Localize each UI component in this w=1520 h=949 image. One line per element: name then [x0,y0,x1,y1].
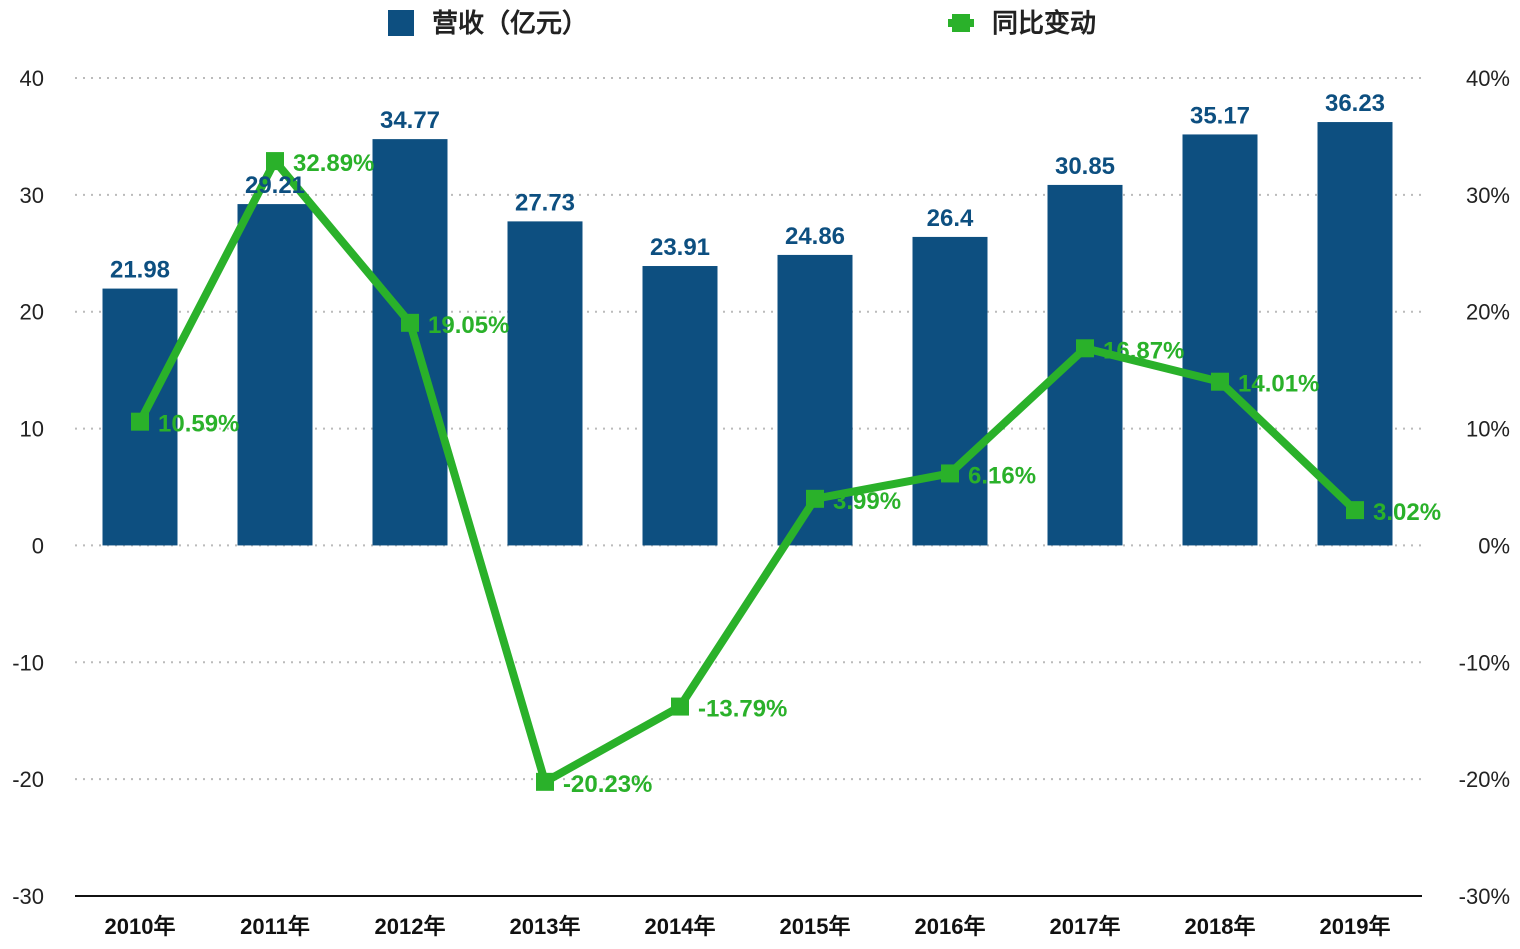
right-axis-tick: 0% [1478,533,1510,558]
revenue-bar-label: 29.21 [245,172,305,199]
revenue-bar [1182,134,1258,546]
revenue-bar [1047,184,1123,546]
yoy-change-label: 3.99% [833,488,901,515]
revenue-bar-label: 24.86 [785,223,845,250]
left-axis-tick: 0 [32,533,44,558]
right-axis-tick: -10% [1459,650,1510,675]
yoy-change-label: -13.79% [698,696,787,723]
right-axis-tick: -20% [1459,767,1510,792]
revenue-bar [642,266,718,546]
revenue-bar [507,221,583,546]
revenue-bar-label: 23.91 [650,234,710,261]
yoy-change-label: 3.02% [1373,499,1441,526]
yoy-change-marker [401,313,419,332]
legend: 营收（亿元） 同比变动 [388,8,1096,38]
revenue-bar [1317,122,1393,546]
revenue-bar-label: 35.17 [1190,102,1250,129]
yoy-change-marker [806,489,824,508]
yoy-change-marker [1076,339,1094,358]
revenue-bar [237,204,313,546]
legend-line-label: 同比变动 [992,8,1096,38]
x-axis-tick: 2010年 [105,914,176,939]
left-axis-tick: 10 [20,417,44,442]
x-axis-tick: 2016年 [915,914,986,939]
yoy-change-marker [266,152,284,171]
yoy-change-marker [1211,372,1229,391]
yoy-change-label: 10.59% [158,411,239,438]
left-axis-tick: 40 [20,66,44,91]
x-axis-tick: 2011年 [240,914,310,939]
legend-bar-label: 营收（亿元） [432,8,588,38]
revenue-bar-label: 26.4 [927,205,974,232]
x-axis-tick: 2012年 [375,914,446,939]
x-axis-tick: 2013年 [510,914,581,939]
yoy-change-label: 14.01% [1238,371,1319,398]
legend-bar-swatch [388,10,414,36]
x-axis-tick: 2017年 [1050,914,1121,939]
yoy-change-label: 32.89% [293,150,374,177]
revenue-bar [372,139,448,546]
right-axis-tick: -30% [1459,884,1510,909]
x-axis-tick: 2019年 [1320,914,1391,939]
right-axis-tick: 30% [1466,183,1510,208]
revenue-bar-label: 21.98 [110,257,170,284]
legend-line-marker [952,14,970,32]
left-axis-tick: 20 [20,300,44,325]
left-axis-tick: -10 [12,650,44,675]
revenue-bar-label: 30.85 [1055,153,1115,180]
revenue-bar-label: 34.77 [380,107,440,134]
left-axis-tick: -30 [12,884,44,909]
x-axis-tick: 2014年 [645,914,716,939]
right-axis-tick: 20% [1466,300,1510,325]
yoy-change-label: 19.05% [428,312,509,339]
yoy-change-line [136,157,1358,786]
yoy-change-marker [1346,501,1364,520]
revenue-bar-label: 36.23 [1325,90,1385,117]
yoy-change-label: -20.23% [563,771,652,798]
revenue-bar-label: 27.73 [515,189,575,216]
left-axis-tick: -20 [12,767,44,792]
x-axis-tick: 2015年 [780,914,851,939]
right-axis-tick: 40% [1466,66,1510,91]
x-axis-tick: 2018年 [1185,914,1256,939]
yoy-change-marker [941,464,959,483]
yoy-change-label: 16.87% [1103,337,1184,364]
revenue-bar [912,236,988,546]
right-axis-tick: 10% [1466,417,1510,442]
left-axis-tick: 30 [20,183,44,208]
yoy-change-label: 6.16% [968,462,1036,489]
yoy-change-marker [131,412,149,431]
yoy-change-marker [671,697,689,716]
yoy-change-marker [536,772,554,791]
